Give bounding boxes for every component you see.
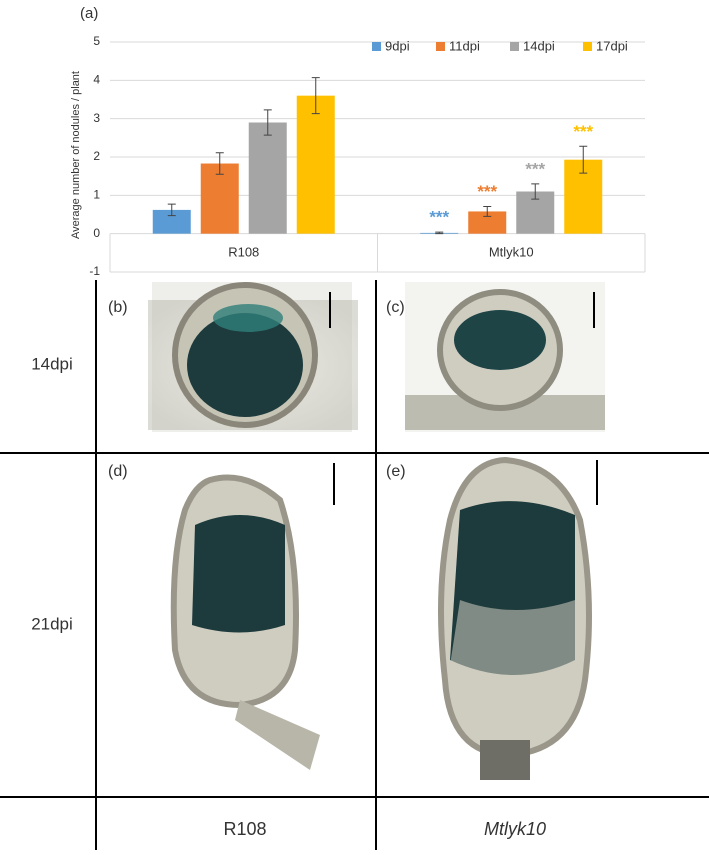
significance-label: ***	[525, 159, 545, 178]
error-bar	[483, 205, 492, 217]
legend-swatch	[583, 42, 592, 51]
error-bar	[531, 183, 540, 200]
significance-label: ***	[429, 208, 449, 227]
error-bar	[167, 203, 176, 217]
row-label: 14dpi	[31, 354, 73, 373]
significance-label: ***	[573, 122, 593, 141]
column-label: R108	[223, 819, 266, 839]
panel-label: (e)	[386, 463, 406, 480]
column-label: Mtlyk10	[484, 819, 546, 839]
row-label: 21dpi	[31, 614, 73, 633]
panel-label: (c)	[386, 299, 405, 316]
bar	[296, 95, 335, 234]
bar	[152, 209, 191, 234]
legend-swatch	[372, 42, 381, 51]
y-axis-label: Average number of nodules / plant	[70, 71, 82, 239]
y-tick-label: 3	[93, 111, 100, 125]
y-tick-label: 2	[93, 149, 100, 163]
legend-label: 9dpi	[385, 38, 410, 53]
error-bar	[263, 109, 272, 136]
panel-label: (a)	[80, 5, 98, 22]
panel-grid	[0, 280, 709, 850]
legend-label: 14dpi	[523, 38, 555, 53]
panel-label: (b)	[108, 299, 128, 316]
legend-label: 17dpi	[596, 38, 628, 53]
x-tick-label: Mtlyk10	[489, 244, 534, 259]
legend-swatch	[510, 42, 519, 51]
y-tick-label: -1	[89, 264, 100, 278]
x-tick-label: R108	[228, 244, 259, 259]
panel-label: (d)	[108, 463, 128, 480]
bar	[248, 122, 287, 234]
y-tick-label: 5	[93, 34, 100, 48]
bar	[200, 163, 239, 234]
y-tick-label: 1	[93, 188, 100, 202]
error-bar	[215, 152, 224, 175]
micrographs	[148, 282, 605, 780]
legend-swatch	[436, 42, 445, 51]
error-bar	[311, 77, 320, 115]
legend-label: 11dpi	[449, 38, 480, 53]
bar	[468, 211, 507, 234]
significance-label: ***	[477, 182, 497, 201]
error-bar	[579, 145, 588, 174]
error-bar	[435, 231, 444, 235]
y-tick-label: 4	[93, 73, 100, 87]
y-tick-label: 0	[93, 226, 100, 240]
